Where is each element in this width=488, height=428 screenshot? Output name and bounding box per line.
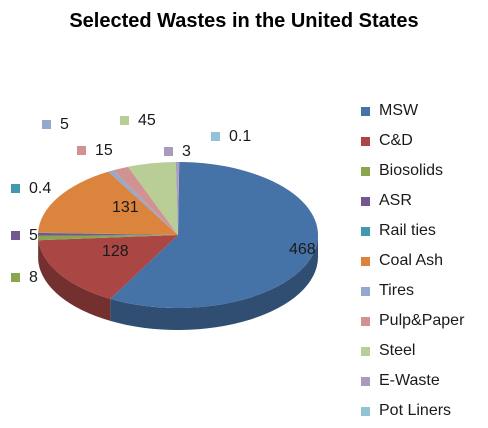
legend-item-tires: Tires (361, 276, 464, 306)
slice-pulp-paper (113, 166, 178, 235)
legend-item-asr: ASR (361, 186, 464, 216)
data-label-biosolids: 8 (11, 269, 38, 287)
data-label-text: 8 (29, 269, 38, 286)
legend-item-msw: MSW (361, 96, 464, 126)
slice-steel (128, 162, 178, 235)
slice-biosolids (38, 235, 179, 241)
data-label-pot-liners: 0.1 (211, 128, 251, 146)
data-label-swatch (11, 273, 20, 283)
data-label-text: 3 (182, 143, 191, 160)
legend-swatch (361, 166, 370, 176)
legend-swatch (361, 376, 370, 386)
data-label-text: 45 (138, 112, 156, 129)
legend-label: Steel (379, 342, 416, 359)
data-label-rail-ties: 0.4 (11, 180, 51, 198)
legend-label: C&D (379, 132, 413, 149)
data-label-c-d: 128 (102, 243, 129, 260)
data-label-swatch (120, 116, 129, 126)
data-label-tires: 5 (42, 116, 69, 134)
data-label-swatch (11, 184, 20, 194)
slice-side-msw (110, 235, 318, 330)
data-label-text: 0.4 (29, 180, 52, 197)
data-label-swatch (164, 147, 173, 157)
legend-item-coal-ash: Coal Ash (361, 246, 464, 276)
legend-label: Tires (379, 282, 414, 299)
legend-item-e-waste: E-Waste (361, 366, 464, 396)
legend-swatch (361, 196, 370, 206)
data-label-asr: 5 (11, 227, 38, 245)
slice-coal-ash (38, 171, 179, 235)
slice-pot-liners (178, 162, 180, 235)
legend-swatch (361, 226, 370, 236)
legend: MSW C&D Biosolids ASR Rail ties Coal Ash Tires… (361, 96, 464, 426)
legend-label: Rail ties (379, 222, 436, 239)
legend-item-biosolids: Biosolids (361, 156, 464, 186)
legend-swatch (361, 106, 370, 116)
legend-label: E-Waste (379, 372, 440, 389)
legend-item-rail-ties: Rail ties (361, 216, 464, 246)
legend-label: Pot Liners (379, 402, 452, 419)
data-label-swatch (11, 231, 20, 241)
data-label-swatch (42, 120, 51, 130)
slice-rail-ties (38, 232, 178, 235)
slice-tires (108, 170, 178, 235)
legend-label: Pulp&Paper (379, 312, 465, 329)
data-label-coal-ash: 131 (112, 199, 139, 216)
data-label-pulp-paper: 15 (77, 142, 113, 160)
legend-swatch (361, 406, 370, 416)
legend-item-pot-liners: Pot Liners (361, 396, 464, 426)
legend-label: ASR (379, 192, 412, 209)
slice-side-c-d (38, 240, 111, 321)
legend-item-steel: Steel (361, 336, 464, 366)
data-label-text: 5 (60, 116, 69, 133)
data-label-steel: 45 (120, 112, 156, 130)
legend-swatch (361, 346, 370, 356)
data-label-text: 0.1 (229, 128, 252, 145)
legend-swatch (361, 316, 370, 326)
slice-e-waste (175, 162, 180, 235)
data-label-text: 5 (29, 227, 38, 244)
data-label-e-waste: 3 (164, 143, 191, 161)
legend-swatch (361, 256, 370, 266)
data-label-swatch (77, 146, 86, 156)
legend-label: MSW (379, 102, 419, 119)
legend-item-pulp-paper: Pulp&Paper (361, 306, 464, 336)
legend-swatch (361, 286, 370, 296)
chart-title: Selected Wastes in the United States (69, 10, 419, 32)
slice-c-d (38, 235, 179, 299)
slice-asr (38, 232, 178, 236)
data-label-swatch (211, 132, 220, 142)
legend-label: Biosolids (379, 162, 444, 179)
data-label-msw: 468 (289, 241, 316, 258)
legend-label: Coal Ash (379, 252, 444, 269)
legend-swatch (361, 136, 370, 146)
legend-item-c-d: C&D (361, 126, 464, 156)
slice-msw (110, 162, 318, 308)
data-label-text: 15 (95, 142, 113, 159)
